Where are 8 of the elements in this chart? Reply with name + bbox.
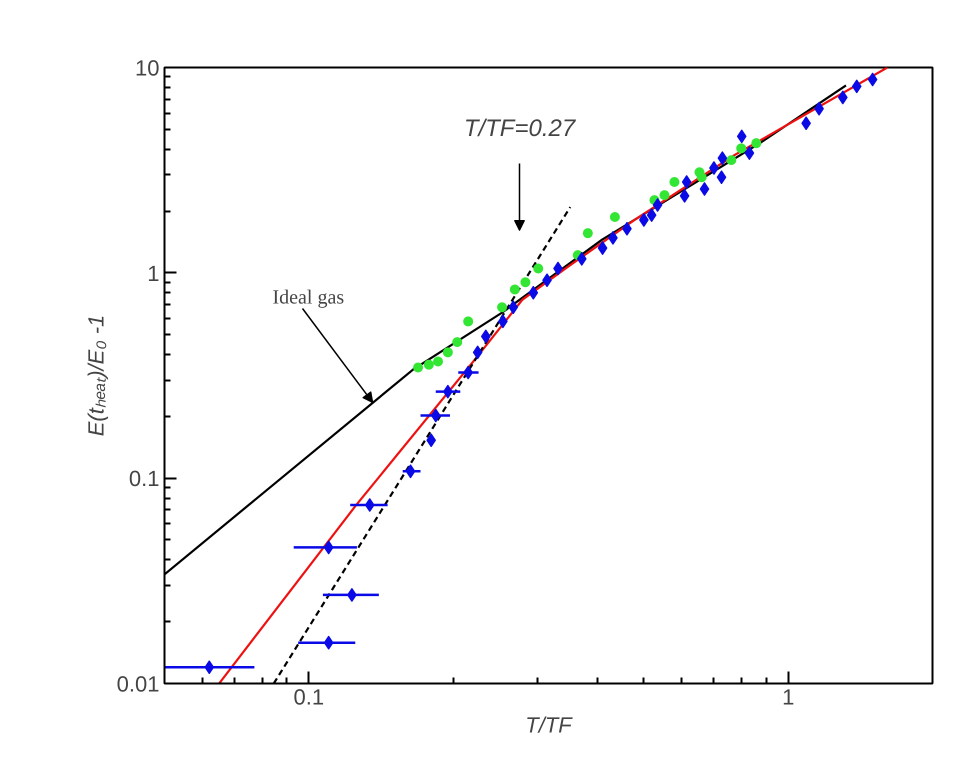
annotation: T/TF=0.27 bbox=[464, 115, 577, 142]
y-axis-title: E(tₕₑₐₜ)/E₀ -1 bbox=[84, 314, 109, 436]
y-tick-label: 1 bbox=[147, 260, 160, 286]
y-tick-label: 0.1 bbox=[128, 466, 160, 492]
x-axis-title: T/TF bbox=[525, 712, 574, 738]
annotation: Ideal gas bbox=[272, 286, 344, 308]
y-tick-label: 10 bbox=[135, 56, 160, 80]
y-tick-label: 0.01 bbox=[116, 672, 160, 696]
